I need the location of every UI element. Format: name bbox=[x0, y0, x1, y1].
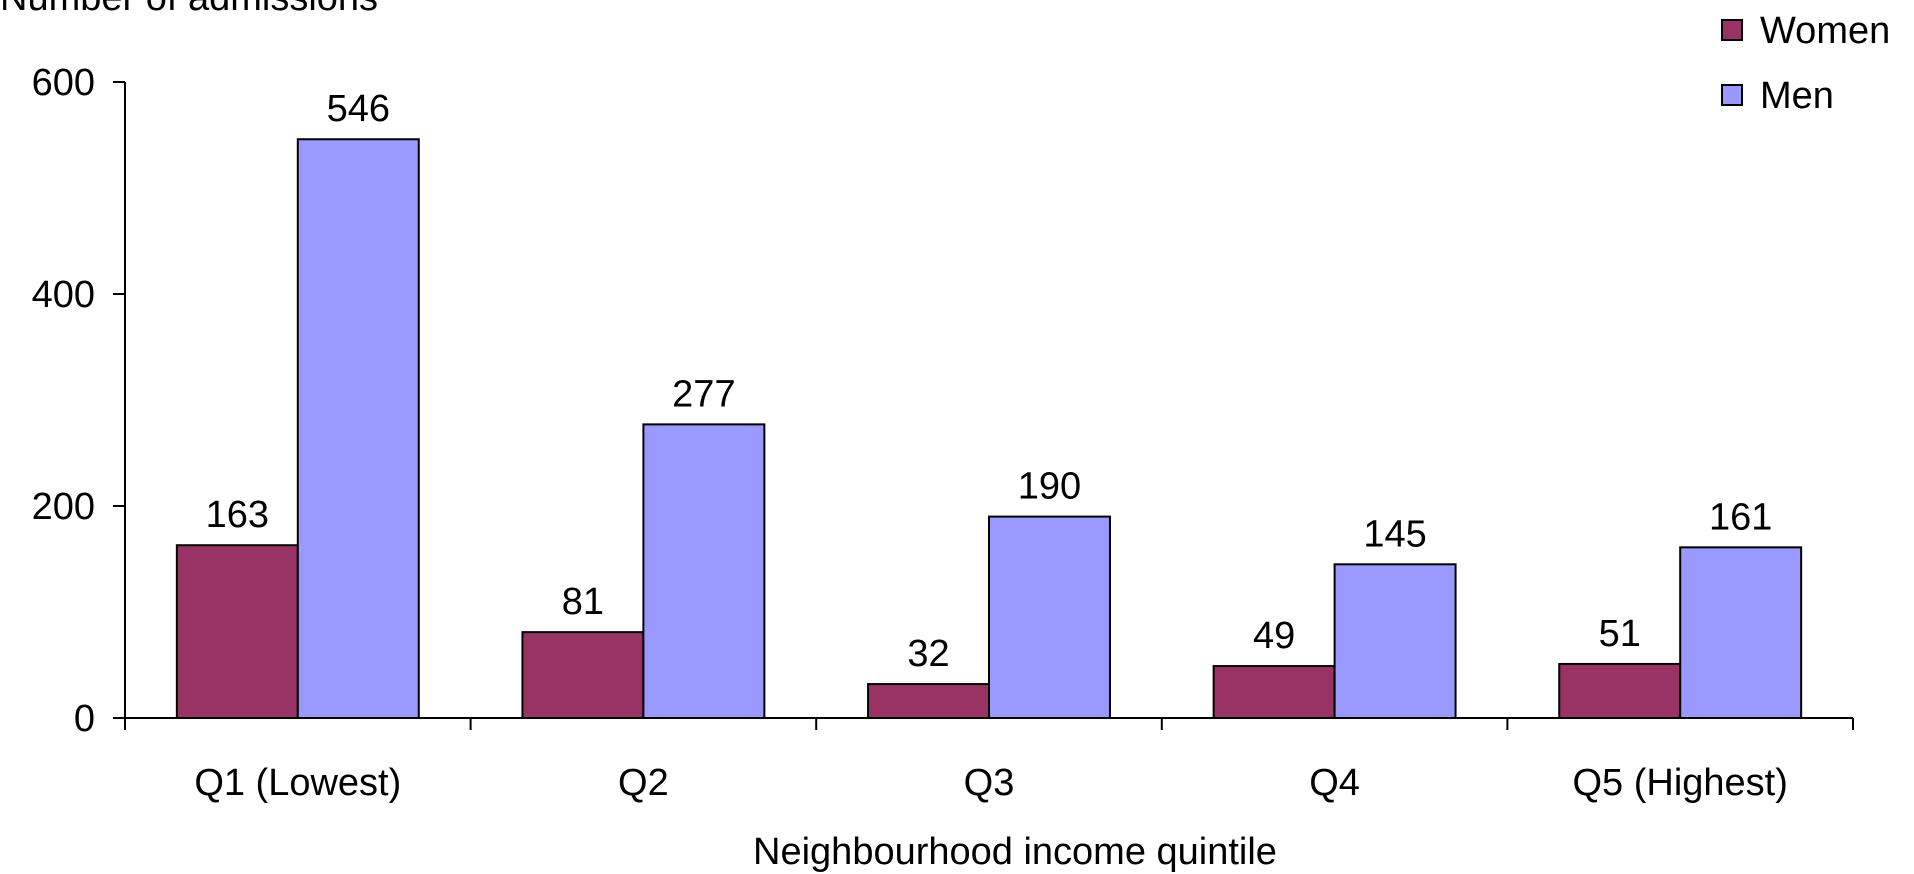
data-labels: 163 81 32 49 51 546 277 190 145 161 bbox=[206, 88, 1773, 675]
bar-women bbox=[521, 631, 645, 720]
data-label-men: 277 bbox=[672, 373, 735, 415]
data-label-women: 163 bbox=[206, 494, 269, 536]
bar-women bbox=[1212, 665, 1336, 719]
legend-label-men: Men bbox=[1760, 75, 1834, 117]
bar-men bbox=[296, 138, 420, 720]
x-ticks: Q1 (Lowest) Q2 Q3 Q4 Q5 (Highest) bbox=[124, 718, 1854, 804]
axes bbox=[124, 82, 1853, 719]
bar-women bbox=[1558, 662, 1682, 720]
y-tick-label: 400 bbox=[32, 274, 95, 316]
bar-men bbox=[1679, 546, 1803, 720]
x-axis-label: Neighbourhood income quintile bbox=[753, 831, 1277, 873]
x-tick-label: Q2 bbox=[618, 762, 669, 804]
x-tick-label: Q5 (Highest) bbox=[1572, 762, 1787, 804]
bars bbox=[175, 138, 1803, 720]
legend-label-women: Women bbox=[1760, 10, 1890, 52]
bar-women bbox=[867, 683, 990, 720]
legend-swatch-women bbox=[1721, 19, 1743, 41]
data-label-women: 51 bbox=[1599, 613, 1641, 655]
data-label-men: 145 bbox=[1363, 513, 1426, 555]
y-tick-label: 200 bbox=[32, 486, 95, 528]
data-label-women: 32 bbox=[907, 633, 949, 675]
bar-men bbox=[988, 515, 1111, 719]
x-tick-label: Q1 (Lowest) bbox=[194, 762, 401, 804]
data-label-women: 81 bbox=[562, 581, 604, 623]
bar-men bbox=[1333, 563, 1457, 719]
y-tick-label: 0 bbox=[74, 698, 95, 740]
bar-men bbox=[642, 423, 766, 719]
legend: Women Men bbox=[1721, 10, 1890, 117]
data-label-women: 49 bbox=[1253, 615, 1295, 657]
data-label-men: 546 bbox=[327, 88, 390, 130]
y-ticks: 0 200 400 600 bbox=[32, 62, 125, 740]
x-tick-label: Q4 bbox=[1309, 762, 1360, 804]
bar-women bbox=[175, 544, 299, 719]
y-axis-label: Number of admissions bbox=[0, 0, 378, 19]
data-label-men: 190 bbox=[1018, 466, 1081, 508]
legend-swatch-men bbox=[1721, 84, 1743, 106]
data-label-men: 161 bbox=[1709, 496, 1772, 538]
y-tick-label: 600 bbox=[32, 62, 95, 104]
x-tick-label: Q3 bbox=[964, 762, 1015, 804]
